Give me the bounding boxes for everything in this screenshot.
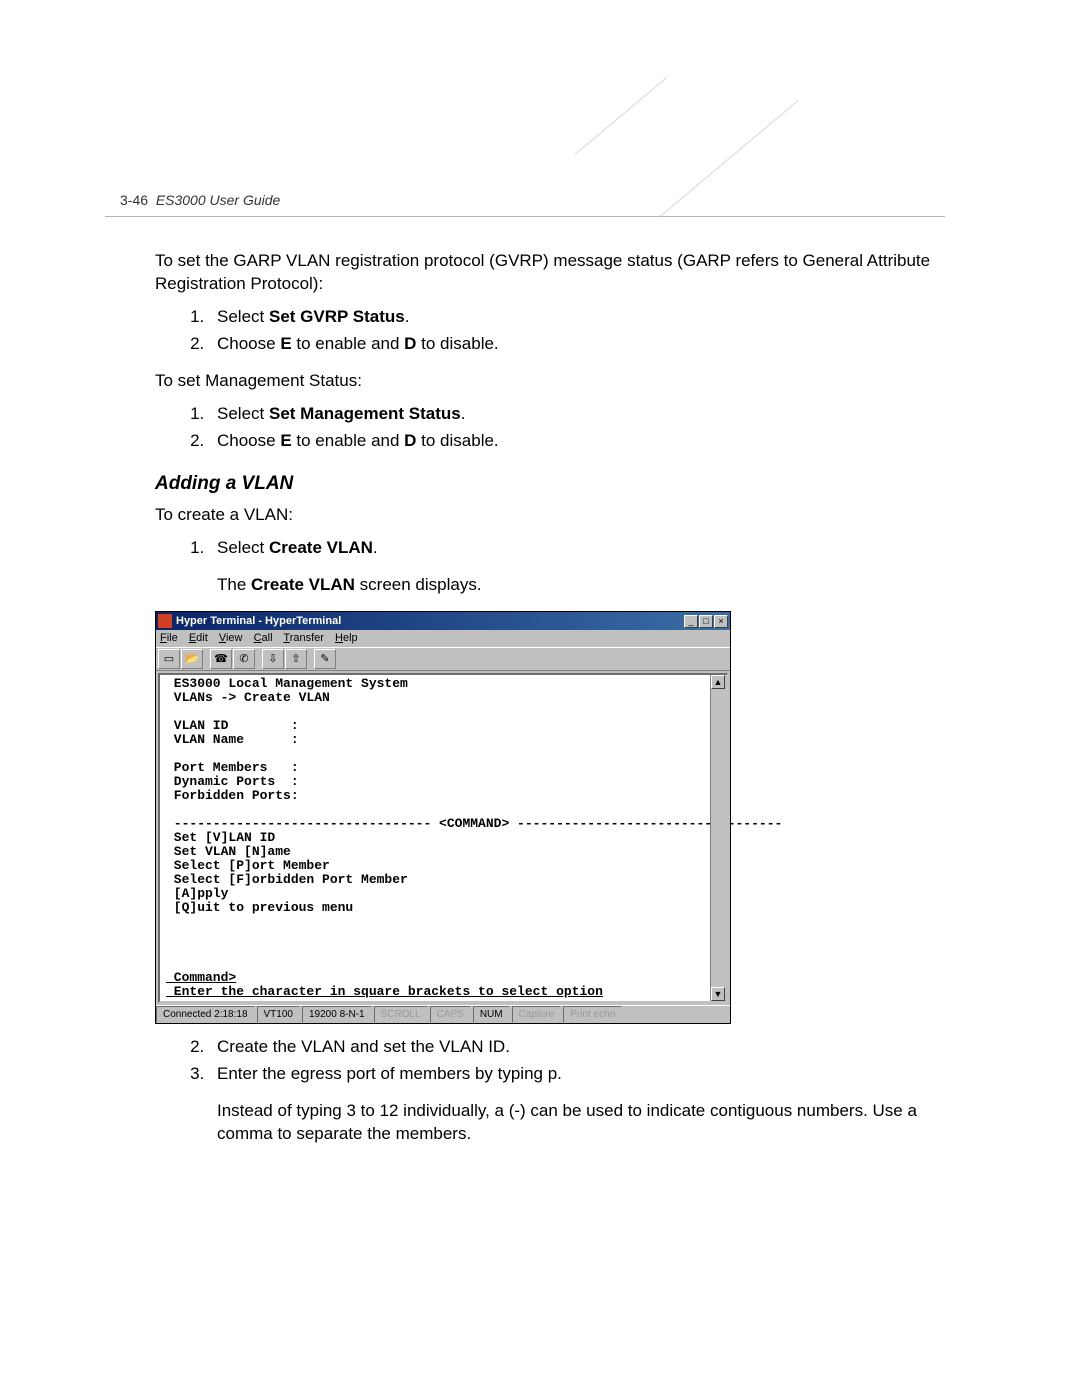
menu-edit[interactable]: Edit <box>189 632 208 644</box>
create-steps-b: Create the VLAN and set the VLAN ID. Ent… <box>209 1036 960 1086</box>
create-step-2: Create the VLAN and set the VLAN ID. <box>209 1036 960 1059</box>
status-scroll: SCROLL <box>374 1006 428 1023</box>
create-step-1: Select Create VLAN. <box>209 537 960 560</box>
send-icon[interactable]: ⇩ <box>262 649 284 669</box>
mgmt-step-2: Choose E to enable and D to disable. <box>209 430 960 453</box>
create-steps-a: Select Create VLAN. <box>209 537 960 560</box>
toolbar: ▭ 📂 ☎ ✆ ⇩ ⇧ ✎ <box>156 647 730 671</box>
disconnect-icon[interactable]: ✆ <box>233 649 255 669</box>
resize-grip[interactable] <box>714 1006 730 1023</box>
app-icon <box>158 614 172 628</box>
status-print: Print echo <box>563 1006 622 1023</box>
menu-view[interactable]: View <box>219 632 243 644</box>
status-connected: Connected 2:18:18 <box>156 1006 255 1023</box>
adding-heading: Adding a VLAN <box>155 471 960 497</box>
create-step-3: Enter the egress port of members by typi… <box>209 1063 960 1086</box>
close-button[interactable]: × <box>714 615 728 628</box>
page-header: 3-46 ES3000 User Guide <box>120 192 280 208</box>
mgmt-step-1: Select Set Management Status. <box>209 403 960 426</box>
gvrp-step-2: Choose E to enable and D to disable. <box>209 333 960 356</box>
scrollbar[interactable]: ▲ ▼ <box>710 675 726 1001</box>
create-step-3-note: Instead of typing 3 to 12 individually, … <box>217 1100 960 1146</box>
header-rule <box>105 216 945 217</box>
scroll-down-button[interactable]: ▼ <box>711 987 725 1001</box>
page: 3-46 ES3000 User Guide To set the GARP V… <box>0 0 1080 1216</box>
open-icon[interactable]: 📂 <box>181 649 203 669</box>
status-emulation: VT100 <box>257 1006 300 1023</box>
scroll-up-button[interactable]: ▲ <box>711 675 725 689</box>
gvrp-step-1: Select Set GVRP Status. <box>209 306 960 329</box>
header-diagonal <box>575 77 668 155</box>
status-num: NUM <box>473 1006 510 1023</box>
create-intro: To create a VLAN: <box>155 504 960 527</box>
gvrp-intro: To set the GARP VLAN registration protoc… <box>155 250 960 296</box>
minimize-button[interactable]: _ <box>684 615 698 628</box>
connect-icon[interactable]: ☎ <box>210 649 232 669</box>
receive-icon[interactable]: ⇧ <box>285 649 307 669</box>
menu-call[interactable]: Call <box>254 632 273 644</box>
menu-transfer[interactable]: Transfer <box>283 632 324 644</box>
maximize-button[interactable]: □ <box>699 615 713 628</box>
new-icon[interactable]: ▭ <box>158 649 180 669</box>
status-capture: Capture <box>512 1006 562 1023</box>
mgmt-intro: To set Management Status: <box>155 370 960 393</box>
status-caps: CAPS <box>430 1006 471 1023</box>
status-baud: 19200 8-N-1 <box>302 1006 372 1023</box>
window-title: Hyper Terminal - HyperTerminal <box>176 614 683 629</box>
titlebar[interactable]: Hyper Terminal - HyperTerminal _ □ × <box>156 612 730 630</box>
hyperterminal-window: Hyper Terminal - HyperTerminal _ □ × Fil… <box>155 611 731 1024</box>
guide-title: ES3000 User Guide <box>156 192 281 208</box>
properties-icon[interactable]: ✎ <box>314 649 336 669</box>
terminal-text[interactable]: ES3000 Local Management System VLANs -> … <box>160 675 726 1001</box>
page-number: 3-46 <box>120 192 148 208</box>
menubar[interactable]: File Edit View Call Transfer Help <box>156 630 730 647</box>
header-diagonal-2 <box>660 100 799 216</box>
menu-help[interactable]: Help <box>335 632 358 644</box>
menu-file[interactable]: File <box>160 632 178 644</box>
statusbar: Connected 2:18:18 VT100 19200 8-N-1 SCRO… <box>156 1005 730 1023</box>
gvrp-steps: Select Set GVRP Status. Choose E to enab… <box>209 306 960 356</box>
mgmt-steps: Select Set Management Status. Choose E t… <box>209 403 960 453</box>
create-step-1-sub: The Create VLAN screen displays. <box>217 574 960 597</box>
body: To set the GARP VLAN registration protoc… <box>155 250 960 1146</box>
terminal-area: ES3000 Local Management System VLANs -> … <box>158 673 728 1003</box>
